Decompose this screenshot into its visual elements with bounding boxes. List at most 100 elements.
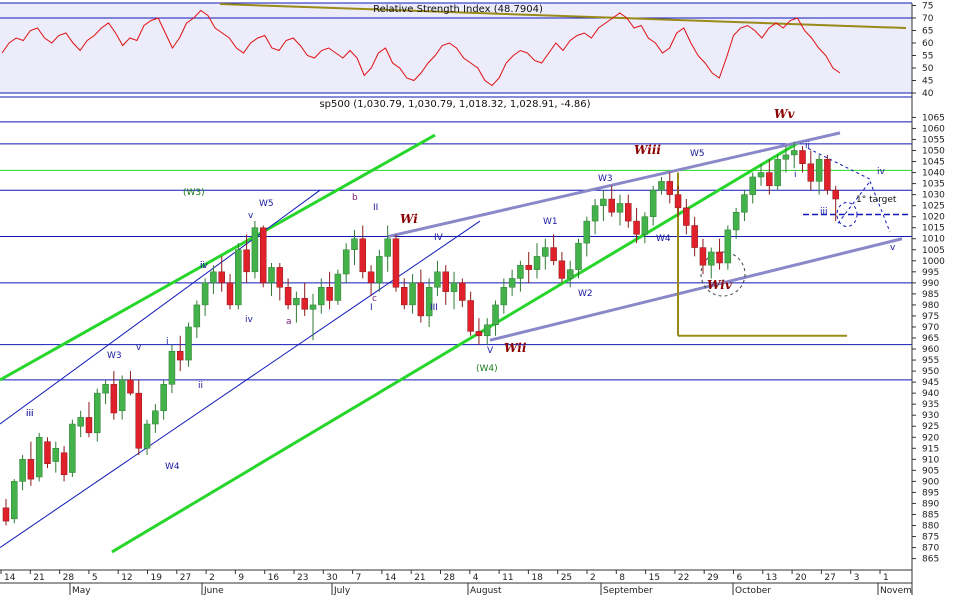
price-tick-label: 1030 [922, 191, 945, 201]
x-day-label: 12 [121, 573, 132, 583]
candle-body [749, 176, 756, 195]
wave-label: ii [198, 381, 203, 391]
horizontal-levels [0, 121, 912, 381]
candle-body [401, 287, 408, 306]
x-day-label: 19 [151, 573, 163, 583]
rsi-tick-label: 50 [922, 64, 934, 74]
price-tick-label: 880 [922, 522, 939, 532]
price-tick-label: 985 [922, 290, 939, 300]
price-tick-label: 925 [922, 422, 939, 432]
price-tick-label: 1015 [922, 224, 945, 234]
price-tick-label: 990 [922, 279, 939, 289]
wave-label: iii [820, 207, 828, 217]
candle-body [359, 238, 367, 273]
candle-body [799, 150, 806, 164]
candle-body [243, 249, 250, 273]
x-day-label: 29 [707, 573, 719, 583]
x-day-label: 15 [649, 573, 660, 583]
price-tick-label: 900 [922, 477, 939, 487]
candle-body [176, 350, 184, 361]
wave-label: b [352, 193, 358, 203]
candle-body [824, 159, 831, 191]
candle-body [575, 242, 582, 270]
candle-body [334, 273, 342, 301]
candle-body [2, 507, 10, 522]
x-day-label: 25 [561, 573, 572, 583]
candle-body [691, 225, 698, 248]
candle-body [35, 437, 43, 478]
candle-body [135, 392, 143, 449]
wave-label: iii [26, 409, 34, 419]
x-day-label: 20 [795, 573, 807, 583]
wave-label: W5 [259, 199, 274, 209]
price-tick-label: 980 [922, 301, 939, 311]
wave-label: v [890, 243, 896, 253]
candle-body [790, 150, 798, 156]
blue-channel-upper [0, 189, 321, 425]
target-label: 1° target [856, 195, 897, 205]
x-day-label: 28 [444, 573, 456, 583]
candle-body [301, 298, 308, 310]
wave-label: i [794, 170, 797, 180]
target-circle-marker [836, 201, 858, 227]
candle-body [658, 181, 665, 191]
candle-body [832, 189, 839, 200]
x-day-label: 4 [473, 573, 479, 583]
wave-label: iv [245, 315, 254, 325]
candle-body [517, 264, 524, 279]
wave-label: W3 [598, 174, 613, 184]
x-day-label: 16 [268, 573, 280, 583]
x-month-label: August [470, 586, 502, 595]
price-tick-label: 1055 [922, 135, 945, 145]
price-tick-label: 875 [922, 533, 939, 543]
candle-body [168, 350, 176, 385]
candle-body [309, 304, 317, 310]
x-day-label: 1 [883, 573, 889, 583]
candle-body [641, 216, 649, 235]
candle-body [102, 384, 109, 394]
rsi-panel: Relative Strength Index (48.7904) 40 45 50… [0, 2, 934, 99]
price-title: sp500 (1,030.79, 1,030.79, 1,018.32, 1,0… [319, 99, 590, 110]
x-month-label: October [735, 586, 771, 595]
candle-body [210, 271, 217, 284]
candle-body [110, 384, 118, 414]
candle-body [674, 194, 682, 209]
candle-body [351, 238, 358, 251]
price-tick-label: 1010 [922, 235, 945, 245]
wave-label: a [286, 317, 292, 327]
candle-body [699, 247, 707, 266]
x-day-label: 13 [766, 573, 777, 583]
price-tick-label: 970 [922, 323, 939, 333]
x-day-label: 22 [678, 573, 689, 583]
wave-label: Wii [504, 341, 527, 355]
price-tick-label: 1020 [922, 213, 945, 223]
wave-label: IV [434, 233, 444, 243]
candle-body [533, 256, 541, 270]
candle-body [766, 172, 773, 187]
candle-body [367, 271, 375, 284]
candle-body [118, 379, 126, 412]
candle-body [608, 198, 615, 213]
upper-green-trendline [0, 133, 436, 382]
wave-label: ii [805, 141, 810, 151]
x-day-label: 21 [414, 573, 425, 583]
candle-body [633, 220, 640, 235]
candle-body [293, 298, 300, 306]
x-day-label: 6 [737, 573, 743, 583]
candle-body [591, 205, 599, 222]
price-tick-label: 1005 [922, 246, 945, 256]
candle-body [583, 220, 591, 244]
wave-label: iv [200, 261, 209, 271]
candle-body [649, 189, 657, 217]
price-tick-label: 995 [922, 268, 939, 278]
candle-body [542, 247, 549, 257]
candle-body [815, 159, 823, 182]
price-tick-label: 885 [922, 510, 939, 520]
candle-body [160, 384, 167, 412]
candle-body [616, 203, 624, 213]
wiv-circle-marker [700, 251, 746, 297]
rsi-y-axis: 40 45 50 55 60 65 70 75 [912, 2, 934, 99]
wave-label: W4 [165, 462, 180, 472]
rsi-line [1, 9, 841, 87]
